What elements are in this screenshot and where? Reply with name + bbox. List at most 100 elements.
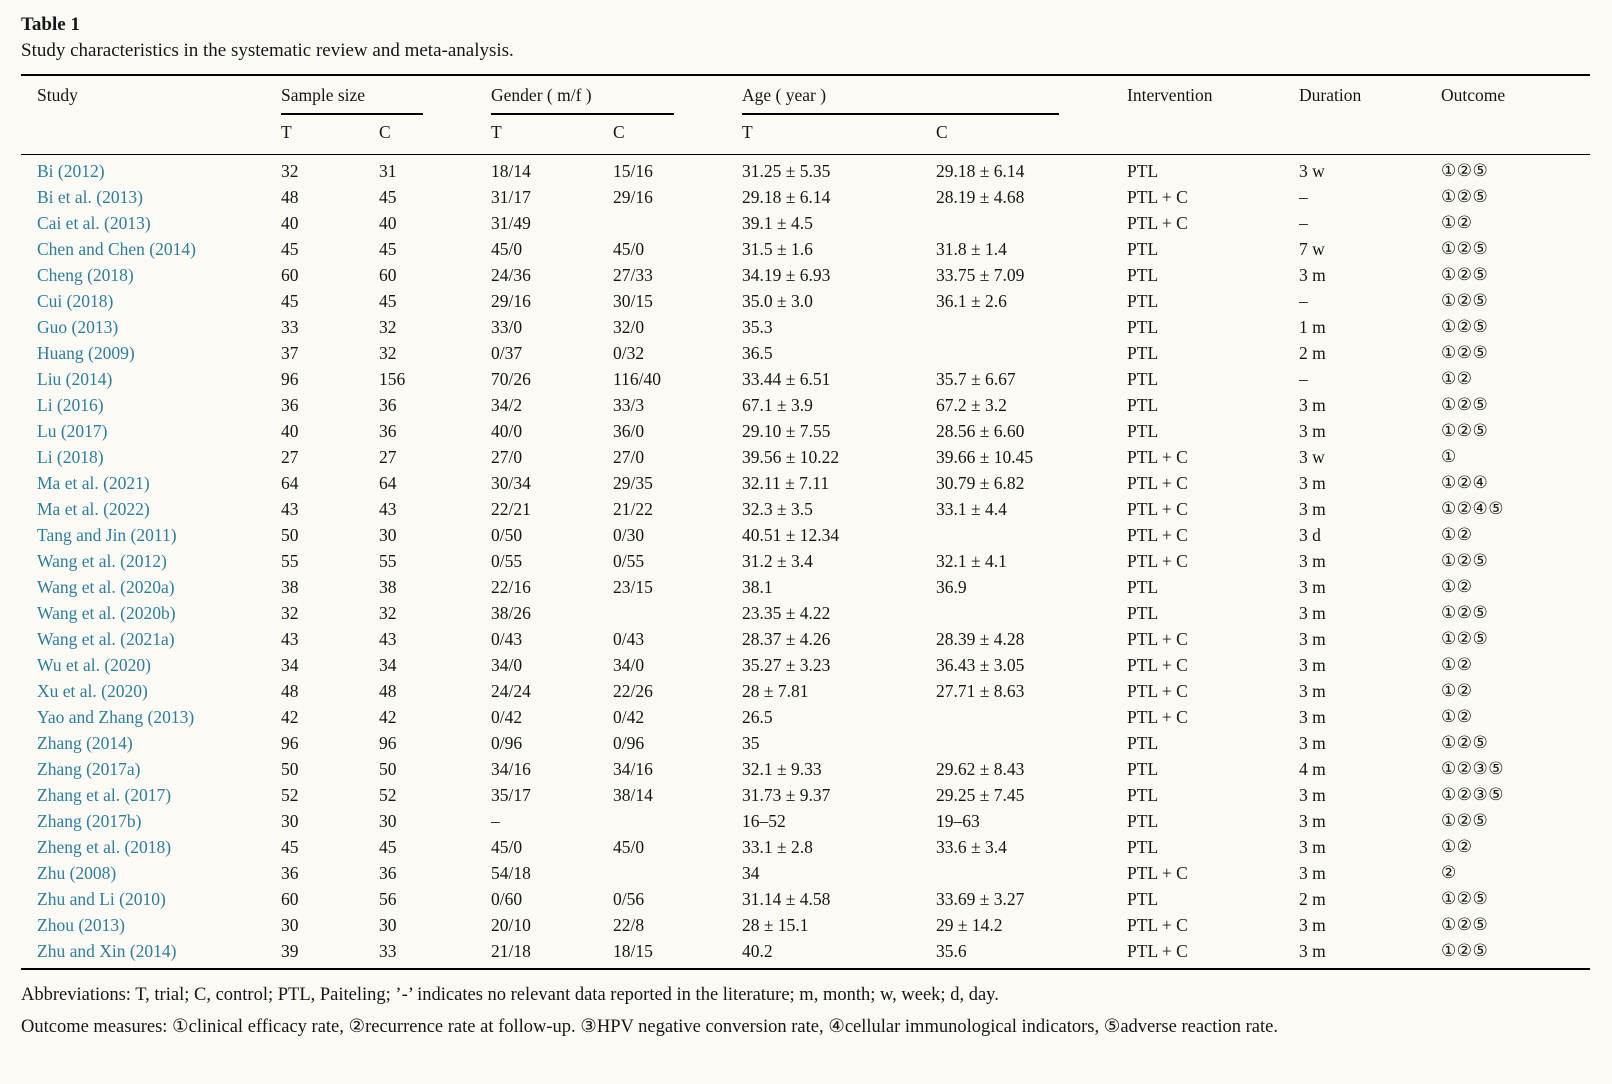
duration-cell: 3 m	[1299, 473, 1326, 493]
outcome-cell: ①②③⑤	[1441, 785, 1504, 804]
intervention-cell: PTL	[1127, 577, 1159, 597]
outcome-cell: ①②⑤	[1441, 343, 1489, 362]
table-row: Ma et al. (2022) 43 43 22/21 21/22 32.3 ± 3.5…	[21, 496, 1590, 522]
gender-t-cell: 21/18	[491, 941, 531, 961]
outcome-cell: ①②⑤	[1441, 317, 1489, 336]
study-citation-link[interactable]: Huang (2009)	[37, 343, 135, 363]
study-citation-link[interactable]: Wang et al. (2020b)	[37, 603, 176, 623]
sample-c-cell: 36	[379, 863, 397, 883]
study-cell: Bi (2012)	[21, 155, 281, 185]
gender-t-cell: 34/0	[491, 655, 523, 675]
study-cell: Zhang et al. (2017)	[21, 782, 281, 808]
sample-t-cell: 43	[281, 629, 299, 649]
study-citation-link[interactable]: Zhang (2017b)	[37, 811, 142, 831]
study-citation-link[interactable]: Wu et al. (2020)	[37, 655, 151, 675]
footnote-abbreviations: Abbreviations: T, trial; C, control; PTL…	[21, 985, 999, 1005]
study-citation-link[interactable]: Zhu and Li (2010)	[37, 889, 166, 909]
intervention-cell: PTL	[1127, 421, 1159, 441]
col-header-intervention: Intervention	[1127, 75, 1300, 155]
subcol-gender-c: C	[613, 115, 743, 155]
sample-c-cell: 31	[379, 161, 397, 181]
gender-c-cell: 0/43	[613, 629, 645, 649]
study-citation-link[interactable]: Zhang et al. (2017)	[37, 785, 172, 805]
age-c-cell: 28.56 ± 6.60	[936, 421, 1025, 441]
sample-t-cell: 42	[281, 707, 299, 727]
age-c-cell	[936, 600, 1127, 626]
duration-cell: 3 m	[1299, 681, 1326, 701]
age-c-cell: 36.43 ± 3.05	[936, 655, 1025, 675]
study-cell: Huang (2009)	[21, 340, 281, 366]
gender-t-cell: 0/43	[491, 629, 523, 649]
sample-t-cell: 43	[281, 499, 299, 519]
outcome-cell: ①②⑤	[1441, 291, 1489, 310]
table-row: Zhu and Xin (2014) 39 33 21/18 18/15 40.2 35.6…	[21, 938, 1590, 969]
study-citation-link[interactable]: Bi (2012)	[37, 161, 105, 181]
table-row: Lu (2017) 40 36 40/0 36/0 29.10 ± 7.55 28.56 ±…	[21, 418, 1590, 444]
study-citation-link[interactable]: Tang and Jin (2011)	[37, 525, 177, 545]
sample-c-cell: 42	[379, 707, 397, 727]
study-citation-link[interactable]: Zhu and Xin (2014)	[37, 941, 177, 961]
age-c-cell: 33.69 ± 3.27	[936, 889, 1025, 909]
duration-cell: 3 m	[1299, 577, 1326, 597]
outcome-cell: ①②	[1441, 369, 1473, 388]
outcome-cell: ①②⑤	[1441, 941, 1489, 960]
intervention-cell: PTL	[1127, 759, 1159, 779]
age-c-cell: 29.62 ± 8.43	[936, 759, 1025, 779]
gender-c-cell: 22/8	[613, 915, 645, 935]
gender-c-cell: 0/96	[613, 733, 645, 753]
sample-t-cell: 50	[281, 525, 299, 545]
age-t-cell: 40.51 ± 12.34	[742, 525, 840, 545]
intervention-cell: PTL	[1127, 161, 1159, 181]
sample-c-cell: 48	[379, 681, 397, 701]
subcol-sample-t: T	[281, 115, 379, 155]
intervention-cell: PTL	[1127, 811, 1159, 831]
study-citation-link[interactable]: Zhou (2013)	[37, 915, 125, 935]
gender-c-cell: 29/35	[613, 473, 653, 493]
sample-c-cell: 36	[379, 421, 397, 441]
outcome-cell: ①②③⑤	[1441, 759, 1504, 778]
study-citation-link[interactable]: Wang et al. (2020a)	[37, 577, 175, 597]
study-citation-link[interactable]: Lu (2017)	[37, 421, 108, 441]
study-citation-link[interactable]: Zheng et al. (2018)	[37, 837, 172, 857]
gender-c-cell: 33/3	[613, 395, 645, 415]
gender-c-cell: 32/0	[613, 317, 645, 337]
study-citation-link[interactable]: Zhu (2008)	[37, 863, 117, 883]
age-t-cell: 26.5	[742, 707, 773, 727]
intervention-cell: PTL	[1127, 733, 1159, 753]
sample-c-cell: 32	[379, 317, 397, 337]
study-citation-link[interactable]: Ma et al. (2021)	[37, 473, 150, 493]
subcol-age-c: C	[936, 115, 1128, 155]
study-citation-link[interactable]: Cai et al. (2013)	[37, 213, 151, 233]
gender-c-cell: 27/0	[613, 447, 645, 467]
study-citation-link[interactable]: Guo (2013)	[37, 317, 119, 337]
study-citation-link[interactable]: Chen and Chen (2014)	[37, 239, 196, 259]
gender-c-cell: 23/15	[613, 577, 653, 597]
duration-cell: 7 w	[1299, 239, 1325, 259]
study-citation-link[interactable]: Li (2018)	[37, 447, 104, 467]
study-citation-link[interactable]: Liu (2014)	[37, 369, 113, 389]
table-row: Zhou (2013) 30 30 20/10 22/8 28 ± 15.1 29 ± 14…	[21, 912, 1590, 938]
study-citation-link[interactable]: Li (2016)	[37, 395, 104, 415]
study-citation-link[interactable]: Xu et al. (2020)	[37, 681, 148, 701]
sample-c-cell: 52	[379, 785, 397, 805]
study-citation-link[interactable]: Yao and Zhang (2013)	[37, 707, 195, 727]
study-citation-link[interactable]: Zhang (2014)	[37, 733, 133, 753]
col-header-study: Study	[21, 75, 281, 155]
gender-c-cell: 22/26	[613, 681, 653, 701]
study-citation-link[interactable]: Wang et al. (2012)	[37, 551, 167, 571]
duration-cell: 3 m	[1299, 629, 1326, 649]
study-citation-link[interactable]: Cui (2018)	[37, 291, 114, 311]
table-row: Cheng (2018) 60 60 24/36 27/33 34.19 ± 6.93 33…	[21, 262, 1590, 288]
intervention-cell: PTL + C	[1127, 941, 1188, 961]
outcome-cell: ①②⑤	[1441, 629, 1489, 648]
study-citation-link[interactable]: Cheng (2018)	[37, 265, 134, 285]
study-citation-link[interactable]: Wang et al. (2021a)	[37, 629, 175, 649]
duration-cell: 4 m	[1299, 759, 1326, 779]
study-citation-link[interactable]: Zhang (2017a)	[37, 759, 141, 779]
study-citation-link[interactable]: Ma et al. (2022)	[37, 499, 150, 519]
intervention-cell: PTL + C	[1127, 655, 1188, 675]
age-t-cell: 32.1 ± 9.33	[742, 759, 822, 779]
outcome-cell: ①②	[1441, 837, 1473, 856]
col-header-duration: Duration	[1299, 75, 1442, 155]
study-citation-link[interactable]: Bi et al. (2013)	[37, 187, 143, 207]
